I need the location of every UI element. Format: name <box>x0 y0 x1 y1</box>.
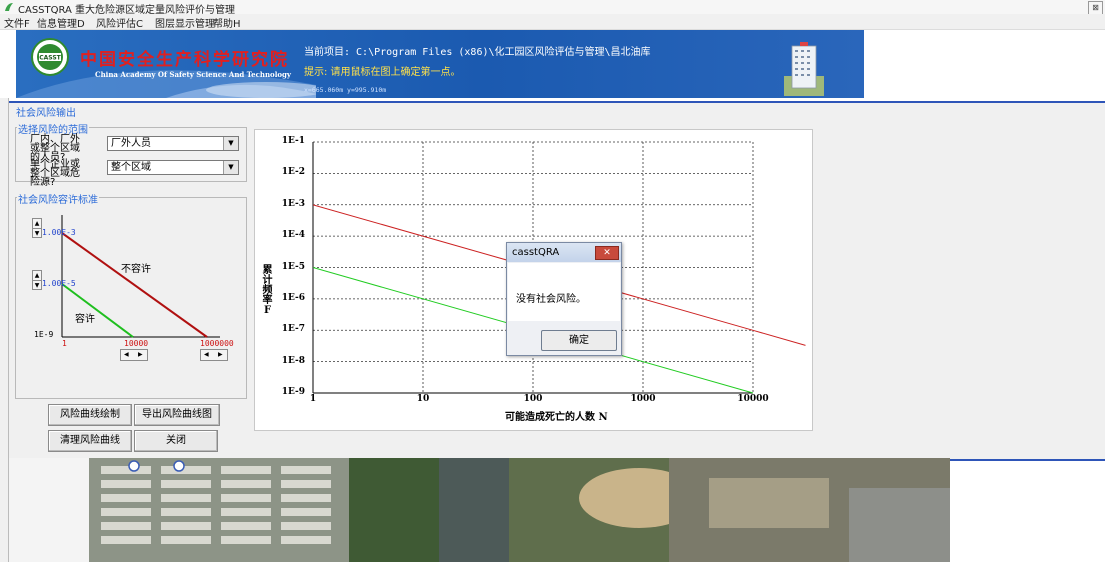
chart-y-tick: 1E-9 <box>281 387 305 397</box>
chart-y-tick: 1E-4 <box>281 230 305 241</box>
spin-down-icon[interactable]: ▼ <box>34 230 40 237</box>
chart-x-tick: 10000 <box>737 394 769 404</box>
dialog-ok-button[interactable]: 确定 <box>541 330 617 351</box>
chart-x-tick: 100 <box>523 394 543 404</box>
spin-down-icon[interactable]: ▼ <box>34 282 40 289</box>
criterion-min-y: 1E-9 <box>34 330 54 339</box>
map-marker-icon <box>173 460 185 472</box>
current-project: 当前项目: C:\Program Files (x86)\化工园区风险评估与管理… <box>304 47 651 58</box>
dialog-message: 没有社会风险。 <box>516 294 586 305</box>
dialog-close-icon[interactable]: ✕ <box>595 246 619 260</box>
personnel-scope-select[interactable]: 厂外人员 ▼ <box>107 136 239 151</box>
left-sidebar-strip <box>0 98 9 562</box>
intolerable-line <box>61 232 208 338</box>
chart-y-tick: 1E-2 <box>281 167 305 178</box>
end-scroll-control[interactable]: ◀ ▶ <box>200 349 228 361</box>
dialog-body <box>508 263 620 321</box>
banner-haze <box>206 82 316 98</box>
upper-criterion-value: 1.00E-3 <box>42 228 76 237</box>
menu-risk-assessment[interactable]: 风险评估C <box>96 19 143 30</box>
clear-risk-curve-button[interactable]: 清理风险曲线 <box>48 430 132 452</box>
hint-text: 提示: 请用鼠标在图上确定第一点。 <box>304 67 461 78</box>
criteria-diagram <box>61 215 220 338</box>
criteria-group-label: 社会风险容许标准 <box>17 191 99 206</box>
lower-criterion-value: 1.00E-5 <box>42 279 76 288</box>
chart-x-tick: 10 <box>416 394 430 404</box>
personnel-scope-value: 厂外人员 <box>111 138 151 149</box>
hazard-scope-select[interactable]: 整个区域 ▼ <box>107 160 239 175</box>
chart-y-tick: 1E-3 <box>281 198 305 209</box>
org-name-cn: 中国安全生产科学研究院 <box>80 50 289 70</box>
field1-label: 厂内、厂外或整个区域的人员? <box>30 134 80 163</box>
window-title-bar: CASSTQRA 重大危险源区域定量风险评价与管理 ⊠ <box>0 0 1105 16</box>
criterion-x-end: 1000000 <box>200 339 234 348</box>
draw-risk-curve-button[interactable]: 风险曲线绘制 <box>48 404 132 426</box>
message-dialog: casstQRA ✕ 没有社会风险。 确定 <box>506 242 622 356</box>
building-image <box>784 42 824 96</box>
org-name-en: China Academy Of Safety Science And Tech… <box>95 70 291 79</box>
scroll-left-icon[interactable]: ◀ <box>124 351 129 358</box>
header-banner <box>16 30 864 98</box>
chart-y-tick: 1E-8 <box>281 355 305 366</box>
menu-help[interactable]: 帮助H <box>213 19 241 30</box>
chart-x-label: 可能造成死亡的人数 N <box>505 412 608 423</box>
hazard-scope-value: 整个区域 <box>111 162 151 173</box>
spin-up-icon[interactable]: ▲ <box>33 220 41 229</box>
scope-group-label: 选择风险的范围 <box>17 121 89 136</box>
cursor-coordinates: x=665.060m y=995.910m <box>304 86 387 94</box>
satellite-map[interactable] <box>9 458 950 562</box>
menu-bar: 文件F 信息管理D 风险评估C 图层显示管理 帮助H <box>0 14 1105 30</box>
field2-label: 单个企业或整个区域危险源? <box>30 159 80 188</box>
chevron-down-icon[interactable]: ▼ <box>223 137 238 150</box>
menu-info-management[interactable]: 信息管理D <box>37 19 85 30</box>
chart-y-tick: 1E-7 <box>281 324 305 335</box>
svg-text:CASST: CASST <box>39 55 61 62</box>
chart-x-tick: 1 <box>309 394 317 404</box>
criteria-group <box>15 197 247 399</box>
dialog-title-bar: casstQRA ✕ <box>507 243 621 262</box>
upper-value-spinner[interactable]: ▲ ▼ <box>32 218 42 238</box>
mid-scroll-control[interactable]: ◀ ▶ <box>120 349 148 361</box>
chevron-down-icon[interactable]: ▼ <box>223 161 238 174</box>
chart-x-tick: 1000 <box>630 394 656 404</box>
tolerable-line <box>61 283 134 338</box>
scroll-right-icon[interactable]: ▶ <box>138 351 143 358</box>
menu-layer-display[interactable]: 图层显示管理 <box>155 19 215 30</box>
scroll-left-icon[interactable]: ◀ <box>204 351 209 358</box>
app-icon <box>5 3 13 11</box>
scroll-right-icon[interactable]: ▶ <box>218 351 223 358</box>
lower-value-spinner[interactable]: ▲ ▼ <box>32 270 42 290</box>
tolerable-label: 容许 <box>75 314 95 325</box>
spin-up-icon[interactable]: ▲ <box>33 272 41 281</box>
export-risk-curve-button[interactable]: 导出风险曲线图 <box>134 404 220 426</box>
window-close-button[interactable]: ⊠ <box>1088 1 1103 15</box>
panel-title: 社会风险输出 <box>14 104 78 119</box>
chart-y-tick: 1E-5 <box>281 261 305 272</box>
chart-y-label: 累计频率F <box>262 265 273 316</box>
chart-y-tick: 1E-1 <box>281 136 305 146</box>
scope-group <box>15 127 247 182</box>
criterion-x-start: 1 <box>62 339 67 348</box>
map-marker-icon <box>128 460 140 472</box>
casst-logo: CASST <box>31 38 69 76</box>
criterion-x-mid: 10000 <box>124 339 149 348</box>
window-title: CASSTQRA 重大危险源区域定量风险评价与管理 <box>18 5 236 16</box>
menu-file[interactable]: 文件F <box>4 19 30 30</box>
chart-y-tick: 1E-6 <box>281 292 305 303</box>
dialog-title: casstQRA <box>512 247 560 258</box>
close-button[interactable]: 关闭 <box>134 430 218 452</box>
intolerable-label: 不容许 <box>121 264 151 275</box>
